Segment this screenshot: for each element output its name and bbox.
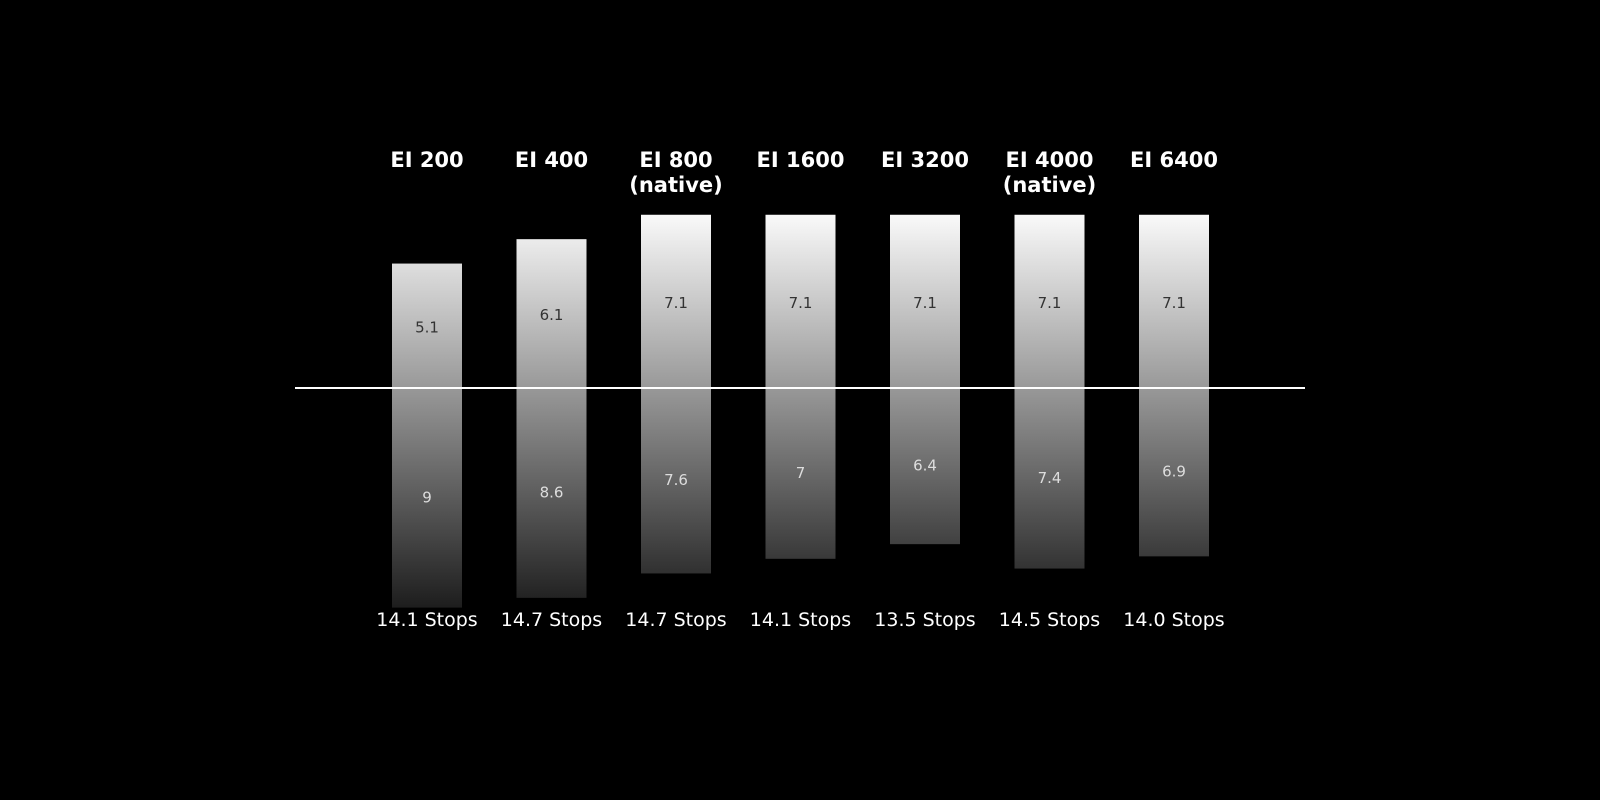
value-label: 6.9 (1162, 463, 1186, 481)
bar-shadow (765, 388, 836, 559)
total-label: 14.5 Stops (998, 609, 1101, 631)
value-label: 7.1 (913, 294, 937, 312)
bar-highlight (1014, 214, 1085, 388)
value-label: 7.1 (1162, 294, 1186, 312)
value-label: 6.4 (913, 457, 937, 475)
value-label: 7.6 (664, 471, 688, 489)
bar-shadow (392, 388, 462, 608)
value-label: 7.1 (789, 294, 813, 312)
total-label: 14.7 Stops (625, 609, 727, 631)
value-label: 7.1 (1038, 294, 1062, 312)
value-label: 5.1 (415, 318, 439, 336)
bar-highlight (1139, 214, 1209, 388)
category-label: EI 1600 (756, 148, 845, 172)
value-label: 7 (796, 464, 806, 482)
bar-highlight (516, 239, 587, 388)
category-label: EI 200 (390, 148, 464, 172)
bar-highlight (765, 214, 836, 388)
category-label: EI 3200 (881, 148, 969, 172)
bar-shadow (516, 388, 587, 598)
category-label: EI 400 (514, 148, 589, 172)
total-label: 14.1 Stops (749, 609, 852, 631)
category-label: EI 6400 (1130, 148, 1218, 172)
value-label: 6.1 (540, 306, 564, 324)
bar-highlight (890, 214, 960, 388)
category-label: EI 800 (native) (629, 148, 723, 198)
bar-shadow (641, 388, 711, 574)
total-label: 14.1 Stops (376, 609, 478, 631)
value-label: 9 (422, 488, 432, 506)
category-label: EI 4000 (native) (1002, 148, 1097, 198)
bar-highlight (641, 214, 711, 388)
bar-highlight (392, 263, 462, 388)
bar-shadow (1014, 388, 1085, 569)
value-label: 7.4 (1038, 469, 1062, 487)
total-label: 13.5 Stops (874, 609, 976, 631)
value-label: 7.1 (664, 294, 688, 312)
value-label: 8.6 (540, 483, 564, 501)
bar-shadow (1139, 388, 1209, 557)
bar-shadow (890, 388, 960, 545)
total-label: 14.0 Stops (1123, 609, 1225, 631)
total-label: 14.7 Stops (500, 609, 603, 631)
